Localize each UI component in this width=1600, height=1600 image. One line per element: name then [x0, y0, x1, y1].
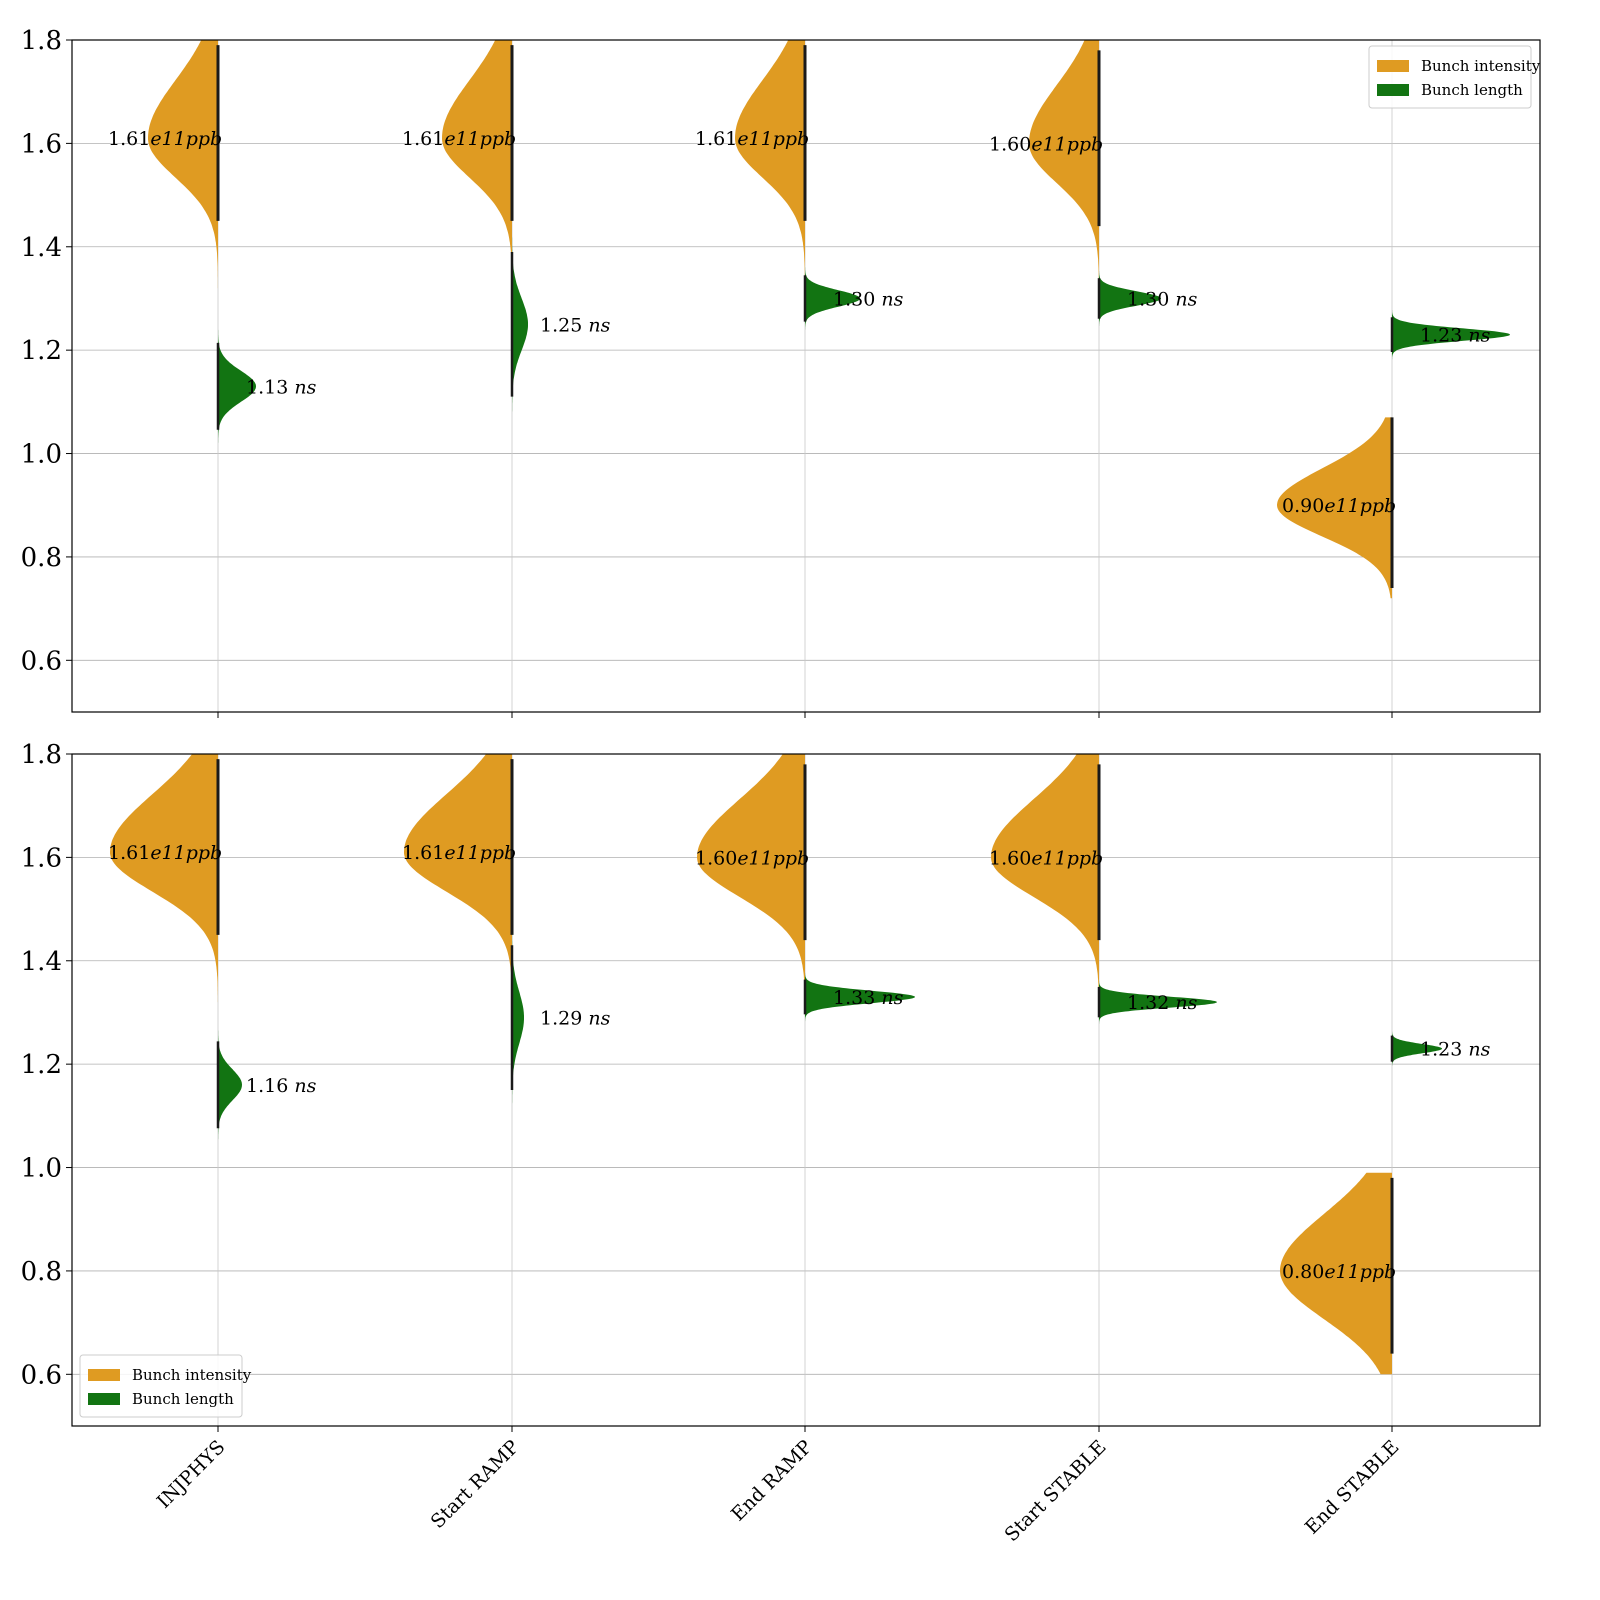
category-label: Start RAMP — [427, 1436, 524, 1533]
y-tick-label: 0.8 — [21, 1257, 62, 1287]
intensity-annotation: 0.90e11ppb — [1282, 495, 1396, 517]
intensity-annotation: 1.61e11ppb — [402, 842, 516, 864]
y-tick-label: 1.2 — [21, 1050, 62, 1080]
intensity-violin — [1277, 417, 1392, 599]
y-tick-label: 1.4 — [21, 233, 62, 263]
legend-swatch-intensity — [88, 1369, 120, 1381]
y-tick-label: 1.8 — [21, 26, 62, 56]
length-violin — [1099, 980, 1217, 1024]
length-violin — [512, 914, 524, 1121]
length-annotation: 1.32 ns — [1127, 992, 1198, 1014]
legend-swatch-length — [88, 1393, 120, 1405]
length-violin — [218, 324, 256, 449]
y-tick-label: 1.0 — [21, 1154, 62, 1184]
intensity-violin — [1280, 1172, 1392, 1375]
intensity-annotation: 1.60e11ppb — [695, 847, 809, 869]
length-annotation: 1.16 ns — [246, 1075, 317, 1097]
length-annotation: 1.23 ns — [1420, 1039, 1491, 1061]
intensity-violin — [735, 40, 805, 289]
legend: Bunch intensity Bunch length — [79, 1354, 252, 1418]
y-tick-label: 1.6 — [21, 843, 62, 873]
y-tick-label: 1.2 — [21, 336, 62, 366]
legend-swatch-intensity — [1377, 60, 1409, 72]
length-violin — [1099, 269, 1161, 328]
length-violin — [805, 265, 860, 332]
length-violin — [805, 972, 915, 1022]
category-label: End STABLE — [1301, 1436, 1404, 1539]
category-label: INJPHYS — [153, 1436, 230, 1513]
length-annotation: 1.29 ns — [540, 1008, 611, 1030]
plot-frame — [71, 39, 1541, 713]
legend-swatch-length — [1377, 84, 1409, 96]
intensity-violin — [991, 754, 1099, 1008]
intensity-violin — [110, 754, 218, 1003]
intensity-violin — [404, 754, 512, 1003]
y-tick-label: 1.4 — [21, 947, 62, 977]
intensity-annotation: 1.60e11ppb — [989, 847, 1103, 869]
y-tick-label: 0.6 — [21, 1360, 62, 1390]
length-violin — [512, 220, 528, 428]
y-tick-label: 1.8 — [21, 740, 62, 770]
length-annotation: 1.30 ns — [1127, 288, 1198, 310]
length-violin — [218, 1022, 242, 1147]
y-tick-label: 1.6 — [21, 129, 62, 159]
legend-label: Bunch length — [132, 1390, 234, 1408]
length-violin — [1392, 309, 1510, 360]
intensity-annotation: 1.61e11ppb — [108, 842, 222, 864]
category-label: End RAMP — [727, 1436, 817, 1526]
plot-frame — [71, 753, 1541, 1427]
intensity-annotation: 1.61e11ppb — [695, 128, 809, 150]
category-axis-labels: INJPHYS Start RAMP End RAMP Start STABLE End… — [153, 1436, 1404, 1546]
legend: Bunch intensity Bunch length — [1368, 45, 1541, 109]
legend-box — [79, 1354, 243, 1418]
length-violin — [1392, 1030, 1442, 1068]
top-panel: 0.6 0.8 1.0 1.2 1.4 1.6 1.8 1.61e11ppb 1.13 ns 1.… — [21, 26, 1541, 718]
intensity-annotation: 0.80e11ppb — [1282, 1261, 1396, 1283]
y-tick-label: 0.6 — [21, 646, 62, 676]
length-annotation: 1.25 ns — [540, 314, 611, 336]
intensity-annotation: 1.61e11ppb — [402, 128, 516, 150]
legend-box — [1368, 45, 1532, 109]
y-tick-label: 0.8 — [21, 543, 62, 573]
intensity-violin — [697, 754, 805, 1008]
length-annotation: 1.33 ns — [833, 987, 904, 1009]
intensity-violin — [442, 40, 512, 289]
intensity-violin — [148, 40, 218, 289]
intensity-violin — [1029, 40, 1099, 294]
legend-label: Bunch length — [1421, 81, 1523, 99]
length-annotation: 1.30 ns — [833, 288, 904, 310]
y-tick-label: 1.0 — [21, 440, 62, 470]
intensity-annotation: 1.60e11ppb — [989, 133, 1103, 155]
legend-label: Bunch intensity — [132, 1366, 252, 1384]
category-label: Start STABLE — [1001, 1436, 1111, 1546]
length-annotation: 1.23 ns — [1420, 325, 1491, 347]
intensity-annotation: 1.61e11ppb — [108, 128, 222, 150]
length-annotation: 1.13 ns — [246, 376, 317, 398]
legend-label: Bunch intensity — [1421, 57, 1541, 75]
bottom-panel: 0.6 0.8 1.0 1.2 1.4 1.6 1.8 1.61e11ppb 1.16 ns 1.… — [21, 740, 1541, 1432]
